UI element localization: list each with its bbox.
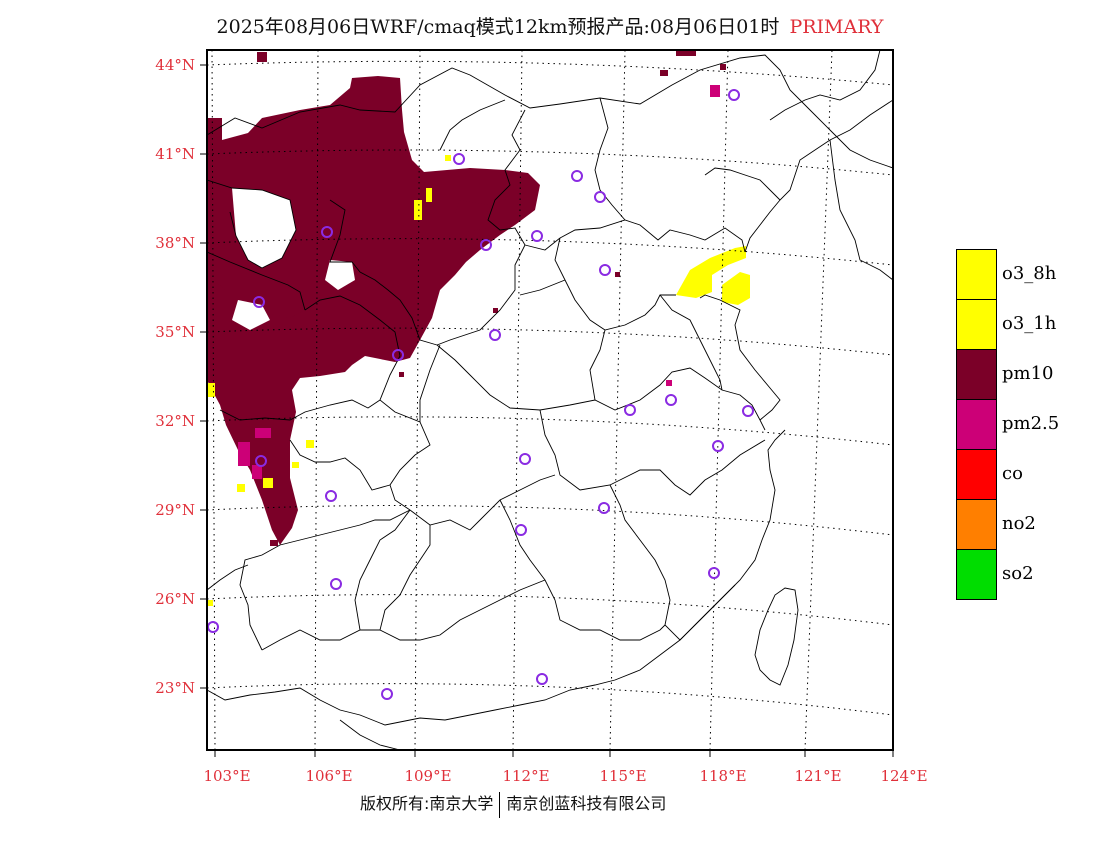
legend-swatch xyxy=(956,499,997,550)
lat-label: 38°N xyxy=(155,234,195,252)
province-boundaries xyxy=(207,50,893,750)
station-marker xyxy=(253,296,265,308)
copyright-left: 版权所有:南京大学 xyxy=(360,794,494,813)
legend-label: no2 xyxy=(1002,513,1036,534)
lon-label: 115°E xyxy=(599,767,647,785)
lat-label: 41°N xyxy=(155,145,195,163)
copyright-right: 南京创蓝科技有限公司 xyxy=(506,794,667,813)
lon-label: 112°E xyxy=(502,767,550,785)
lon-label: 124°E xyxy=(880,767,928,785)
station-marker xyxy=(624,404,636,416)
station-marker xyxy=(207,621,219,633)
copyright-footer: 版权所有:南京大学 南京创蓝科技有限公司 xyxy=(360,790,666,818)
legend-label: pm10 xyxy=(1002,363,1054,384)
lat-label: 26°N xyxy=(155,590,195,608)
station-marker xyxy=(571,170,583,182)
axis-ticks xyxy=(200,64,894,757)
legend-label: o3_1h xyxy=(1002,313,1057,334)
station-marker xyxy=(325,490,337,502)
lon-label: 109°E xyxy=(404,767,452,785)
station-markers xyxy=(207,89,754,700)
legend-label: o3_8h xyxy=(1002,263,1057,284)
station-marker xyxy=(255,455,267,467)
station-marker xyxy=(489,329,501,341)
station-marker xyxy=(594,191,606,203)
station-marker xyxy=(392,349,404,361)
station-marker xyxy=(531,230,543,242)
pm10-area xyxy=(207,50,726,546)
lat-label: 32°N xyxy=(155,412,195,430)
pm25-area xyxy=(238,85,720,479)
lat-label: 29°N xyxy=(155,501,195,519)
lon-label: 103°E xyxy=(203,767,251,785)
station-marker xyxy=(742,405,754,417)
lat-label: 44°N xyxy=(155,56,195,74)
station-marker xyxy=(453,153,465,165)
station-marker xyxy=(515,524,527,536)
legend-label: co xyxy=(1002,463,1023,484)
lon-label: 121°E xyxy=(794,767,842,785)
lat-label: 23°N xyxy=(155,679,195,697)
station-marker xyxy=(728,89,740,101)
map-frame xyxy=(206,49,894,751)
station-marker xyxy=(381,688,393,700)
station-marker xyxy=(519,453,531,465)
station-marker xyxy=(480,239,492,251)
station-marker xyxy=(330,578,342,590)
map-title: 2025年08月06日WRF/cmaq模式12km预报产品:08月06日01时 P… xyxy=(0,12,1100,39)
o3-area xyxy=(207,155,750,606)
legend-swatch xyxy=(956,249,997,300)
legend-swatch xyxy=(956,299,997,350)
legend-swatch xyxy=(956,449,997,500)
legend-label: pm2.5 xyxy=(1002,413,1060,434)
legend-swatch xyxy=(956,399,997,450)
station-marker xyxy=(708,567,720,579)
footer-divider xyxy=(499,791,501,818)
legend-swatch xyxy=(956,549,997,600)
legend-swatch xyxy=(956,349,997,400)
station-marker xyxy=(712,440,724,452)
station-marker xyxy=(598,502,610,514)
station-marker xyxy=(599,264,611,276)
legend-label: so2 xyxy=(1002,563,1034,584)
station-marker xyxy=(536,673,548,685)
lat-label: 35°N xyxy=(155,323,195,341)
primary-tag: PRIMARY xyxy=(789,16,884,38)
lon-label: 106°E xyxy=(305,767,353,785)
station-marker xyxy=(665,394,677,406)
map-title-text: 2025年08月06日WRF/cmaq模式12km预报产品:08月06日01时 xyxy=(216,16,780,38)
graticule xyxy=(207,50,893,750)
station-marker xyxy=(321,226,333,238)
lon-label: 118°E xyxy=(699,767,747,785)
